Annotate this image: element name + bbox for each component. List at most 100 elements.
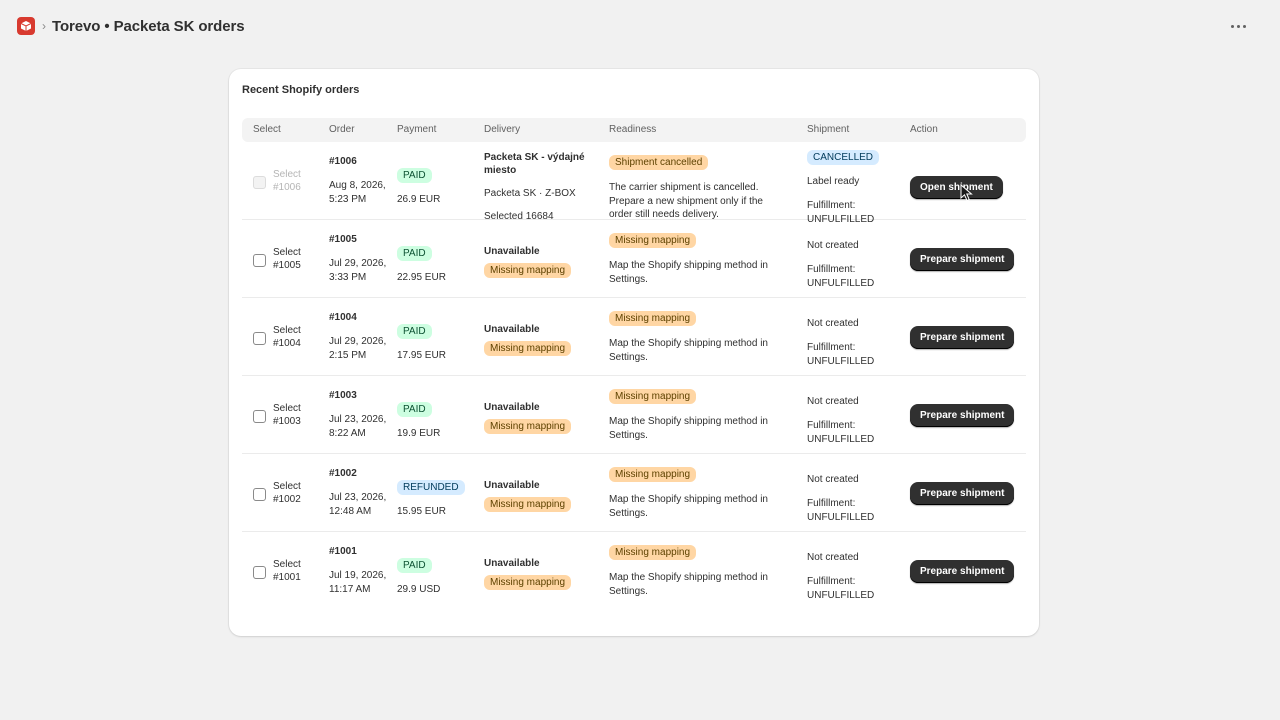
shipment-status: Not created [807, 318, 859, 329]
column-header-payment: Payment [397, 124, 437, 135]
breadcrumb-separator: › [42, 19, 46, 33]
delivery-mapping-badge: Missing mapping [484, 341, 572, 356]
order-number: #1003 [329, 390, 357, 401]
order-date: Aug 8, 2026, 5:23 PM [329, 180, 386, 205]
payment-amount: 22.95 EUR [397, 272, 446, 283]
delivery-method: Unavailable [484, 246, 540, 257]
shipment-status: Not created [807, 474, 859, 485]
select-label: Select #1005 [273, 247, 301, 271]
select-label: Select #1003 [273, 403, 301, 427]
readiness-description: Map the Shopify shipping method in Setti… [609, 572, 768, 597]
order-date: Jul 29, 2026, 3:33 PM [329, 258, 387, 283]
fulfillment-status: Fulfillment: UNFULFILLED [807, 342, 875, 367]
fulfillment-status: Fulfillment: UNFULFILLED [807, 264, 875, 289]
readiness-badge: Missing mapping [609, 233, 697, 248]
delivery-method: Unavailable [484, 480, 540, 491]
payment-status-badge: PAID [397, 168, 432, 183]
shipment-label-status: Label ready [807, 176, 860, 187]
prepare-shipment-button[interactable]: Prepare shipment [910, 560, 1015, 583]
table-header: Select Order Payment Delivery Readiness … [242, 118, 1026, 142]
column-header-delivery: Delivery [484, 124, 521, 135]
column-header-readiness: Readiness [609, 124, 657, 135]
select-checkbox[interactable] [253, 488, 266, 501]
payment-amount: 29.9 USD [397, 584, 441, 595]
order-date: Jul 29, 2026, 2:15 PM [329, 336, 387, 361]
select-checkbox [253, 176, 266, 189]
fulfillment-status: Fulfillment: UNFULFILLED [807, 200, 875, 225]
package-box-icon[interactable] [17, 17, 35, 35]
delivery-carrier: Packeta SK · Z-BOX [484, 188, 576, 199]
payment-status-badge: PAID [397, 558, 432, 573]
order-number: #1004 [329, 312, 357, 323]
delivery-method: Unavailable [484, 402, 540, 413]
readiness-description: Map the Shopify shipping method in Setti… [609, 338, 768, 363]
select-checkbox[interactable] [253, 332, 266, 345]
prepare-shipment-button[interactable]: Prepare shipment [910, 248, 1015, 271]
recent-orders-card: Recent Shopify orders Select Order Payme… [229, 69, 1039, 636]
select-checkbox[interactable] [253, 566, 266, 579]
payment-amount: 17.95 EUR [397, 350, 446, 361]
payment-amount: 26.9 EUR [397, 194, 441, 205]
readiness-description: Map the Shopify shipping method in Setti… [609, 494, 768, 519]
readiness-badge: Missing mapping [609, 311, 697, 326]
order-number: #1006 [329, 156, 357, 167]
order-date: Jul 23, 2026, 12:48 AM [329, 492, 387, 517]
fulfillment-status: Fulfillment: UNFULFILLED [807, 576, 875, 601]
payment-status-badge: PAID [397, 246, 432, 261]
prepare-shipment-button[interactable]: Prepare shipment [910, 404, 1015, 427]
select-label: Select #1002 [273, 481, 301, 505]
payment-status-badge: PAID [397, 402, 432, 417]
readiness-badge: Missing mapping [609, 389, 697, 404]
prepare-shipment-button[interactable]: Prepare shipment [910, 326, 1015, 349]
ellipsis-icon[interactable] [1226, 16, 1250, 36]
column-header-select: Select [253, 124, 281, 135]
delivery-method: Unavailable [484, 558, 540, 569]
select-checkbox[interactable] [253, 410, 266, 423]
readiness-description: Map the Shopify shipping method in Setti… [609, 260, 768, 285]
order-date: Jul 23, 2026, 8:22 AM [329, 414, 387, 439]
table-row: Select #1004 #1004 Jul 29, 2026, 2:15 PM… [242, 298, 1026, 376]
delivery-method: Packeta SK - výdajné miesto [484, 152, 585, 176]
open-shipment-button[interactable]: Open shipment [910, 176, 1003, 199]
shipment-status-badge: CANCELLED [807, 150, 880, 165]
payment-amount: 15.95 EUR [397, 506, 446, 517]
select-label: Select #1004 [273, 325, 301, 349]
select-checkbox[interactable] [253, 254, 266, 267]
delivery-mapping-badge: Missing mapping [484, 575, 572, 590]
fulfillment-status: Fulfillment: UNFULFILLED [807, 420, 875, 445]
delivery-pickup-point: Selected 16684 [484, 211, 554, 222]
select-label: Select #1001 [273, 559, 301, 583]
readiness-description: Map the Shopify shipping method in Setti… [609, 416, 768, 441]
orders-table: Select Order Payment Delivery Readiness … [242, 118, 1026, 610]
top-bar: › Torevo • Packeta SK orders [0, 0, 1280, 52]
payment-amount: 19.9 EUR [397, 428, 441, 439]
table-row: Select #1001 #1001 Jul 19, 2026, 11:17 A… [242, 532, 1026, 610]
shipment-status: Not created [807, 396, 859, 407]
fulfillment-status: Fulfillment: UNFULFILLED [807, 498, 875, 523]
order-number: #1002 [329, 468, 357, 479]
readiness-badge: Missing mapping [609, 467, 697, 482]
table-row: Select #1005 #1005 Jul 29, 2026, 3:33 PM… [242, 220, 1026, 298]
column-header-action: Action [910, 124, 938, 135]
table-row: Select #1006 #1006 Aug 8, 2026, 5:23 PM … [242, 142, 1026, 225]
readiness-description: The carrier shipment is cancelled. Prepa… [609, 182, 763, 220]
readiness-badge: Shipment cancelled [609, 155, 709, 170]
delivery-mapping-badge: Missing mapping [484, 263, 572, 278]
card-title: Recent Shopify orders [242, 84, 360, 96]
payment-status-badge: PAID [397, 324, 432, 339]
page-title: Torevo • Packeta SK orders [52, 17, 245, 35]
table-row: Select #1003 #1003 Jul 23, 2026, 8:22 AM… [242, 376, 1026, 454]
shipment-status: Not created [807, 240, 859, 251]
delivery-method: Unavailable [484, 324, 540, 335]
payment-status-badge: REFUNDED [397, 480, 465, 495]
select-label: Select #1006 [273, 169, 301, 193]
delivery-mapping-badge: Missing mapping [484, 419, 572, 434]
delivery-mapping-badge: Missing mapping [484, 497, 572, 512]
column-header-order: Order [329, 124, 355, 135]
order-date: Jul 19, 2026, 11:17 AM [329, 570, 387, 595]
prepare-shipment-button[interactable]: Prepare shipment [910, 482, 1015, 505]
column-header-shipment: Shipment [807, 124, 850, 135]
order-number: #1001 [329, 546, 357, 557]
readiness-badge: Missing mapping [609, 545, 697, 560]
shipment-status: Not created [807, 552, 859, 563]
